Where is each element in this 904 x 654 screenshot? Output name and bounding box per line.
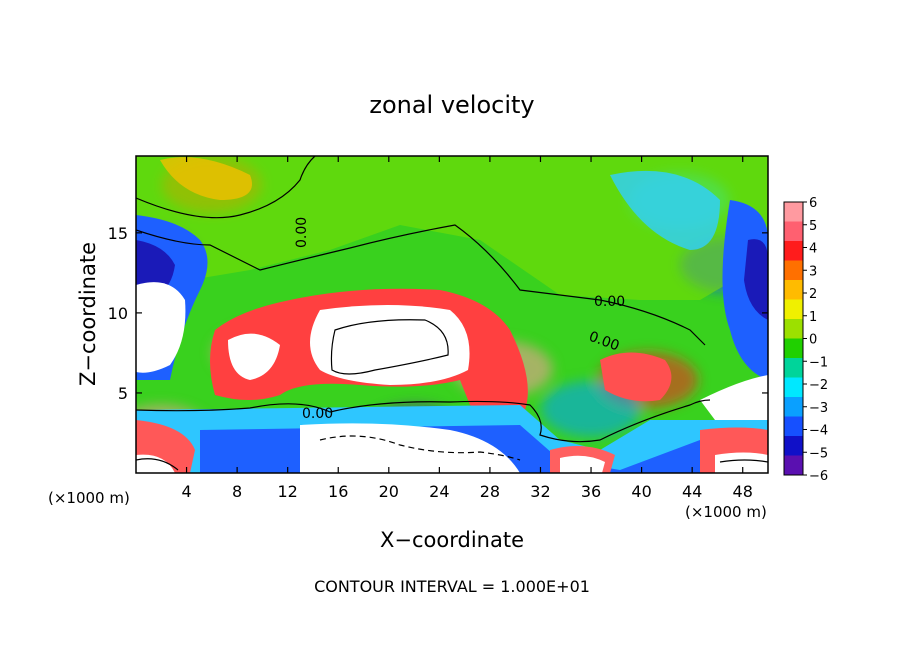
plot-frame	[135, 155, 769, 474]
colorbar-swatch	[784, 397, 803, 417]
bottom-center-white	[560, 455, 605, 473]
colorbar-swatch	[784, 436, 803, 456]
x-tick-label: 24	[429, 482, 449, 501]
colorbar-swatch	[784, 202, 803, 222]
contour-label: 0.00	[294, 217, 310, 248]
colorbar-swatch	[784, 319, 803, 339]
y-tick-label: 5	[118, 384, 128, 403]
contour-upper	[136, 156, 316, 219]
top-right-cyan	[610, 170, 720, 250]
x-tick-label: 40	[631, 482, 651, 501]
y-axis-ticks: 5 10 15	[108, 224, 768, 403]
colorbar-swatch	[784, 455, 803, 476]
colorbar-tick-label: −4	[809, 424, 828, 439]
contour-core	[330, 319, 449, 375]
top-left-yellow	[160, 157, 252, 200]
x-tick-label: 44	[682, 482, 702, 501]
colorbar-swatch	[784, 358, 803, 378]
heatmap-field: 0.00 0.00 0.00 0.00	[136, 156, 768, 473]
x-tick-label: 12	[278, 482, 298, 501]
colorbar-swatch	[784, 221, 803, 242]
chart-title: zonal velocity	[369, 91, 534, 119]
colorbar-tick-label: −5	[809, 446, 828, 461]
colorbar-tick-label: −6	[809, 469, 828, 484]
left-white-core	[228, 333, 280, 380]
y-tick-label: 15	[108, 224, 128, 243]
colorbar-swatch	[784, 299, 803, 320]
contour-lower	[136, 399, 711, 443]
x-tick-label: 16	[328, 482, 348, 501]
colorbar-tick-label: −1	[809, 355, 828, 370]
x-tick-label: 4	[181, 482, 191, 501]
contour-dashed	[319, 435, 521, 461]
contour-bottom-left	[136, 458, 179, 471]
upper-green-region	[136, 156, 768, 300]
x-unit-right: (×1000 m)	[685, 503, 767, 521]
x-tick-label: 20	[379, 482, 399, 501]
colorbar-swatch	[784, 260, 803, 281]
contour-lines	[136, 156, 768, 471]
x-tick-label: 36	[581, 482, 601, 501]
central-white-core	[310, 305, 470, 385]
x-axis-label: X−coordinate	[380, 528, 524, 552]
bottom-right-white	[715, 452, 768, 473]
contour-label: 0.00	[302, 406, 333, 422]
x-tick-label: 8	[232, 482, 242, 501]
colorbar-swatch	[784, 377, 803, 398]
y-axis-label: Z−coordinate	[76, 242, 100, 386]
left-white-cavity	[136, 282, 186, 373]
colorbar-tick-label: −3	[809, 401, 828, 416]
x-unit-left: (×1000 m)	[48, 489, 130, 507]
colorbar-tick-label: 4	[809, 242, 817, 257]
colorbar-swatch	[784, 416, 803, 437]
contour-label: 0.00	[594, 294, 625, 310]
colorbar-tick-label: 1	[809, 310, 817, 325]
colorbar-tick-label: 2	[809, 287, 817, 302]
x-axis-ticks: 4 8 12 16 20 24 28 32 36 40 44 48	[181, 156, 753, 501]
colorbar-swatch	[784, 338, 803, 359]
right-white-cavity	[700, 375, 768, 420]
colorbar-tick-label: 0	[809, 333, 817, 348]
colorbar-swatch	[784, 280, 803, 300]
colorbar-tick-label: 5	[809, 219, 817, 234]
y-tick-label: 10	[108, 304, 128, 323]
x-tick-label: 32	[530, 482, 550, 501]
contour-bottom-right	[719, 459, 768, 463]
contour-mid	[136, 224, 706, 346]
right-navy	[744, 239, 768, 320]
right-hot-blob	[600, 352, 672, 402]
colorbar-swatch	[784, 241, 803, 261]
colorbar-tick-label: 6	[809, 196, 817, 211]
colorbar-tick-label: 3	[809, 264, 817, 279]
x-tick-label: 48	[733, 482, 753, 501]
colorbar-tick-label: −2	[809, 378, 828, 393]
x-tick-label: 28	[480, 482, 500, 501]
colorbar: 6 5 4 3 2 1 0 −1 −2 −3 −4 −5 −6	[783, 196, 828, 484]
contour-interval-footer: CONTOUR INTERVAL = 1.000E+01	[314, 577, 590, 596]
